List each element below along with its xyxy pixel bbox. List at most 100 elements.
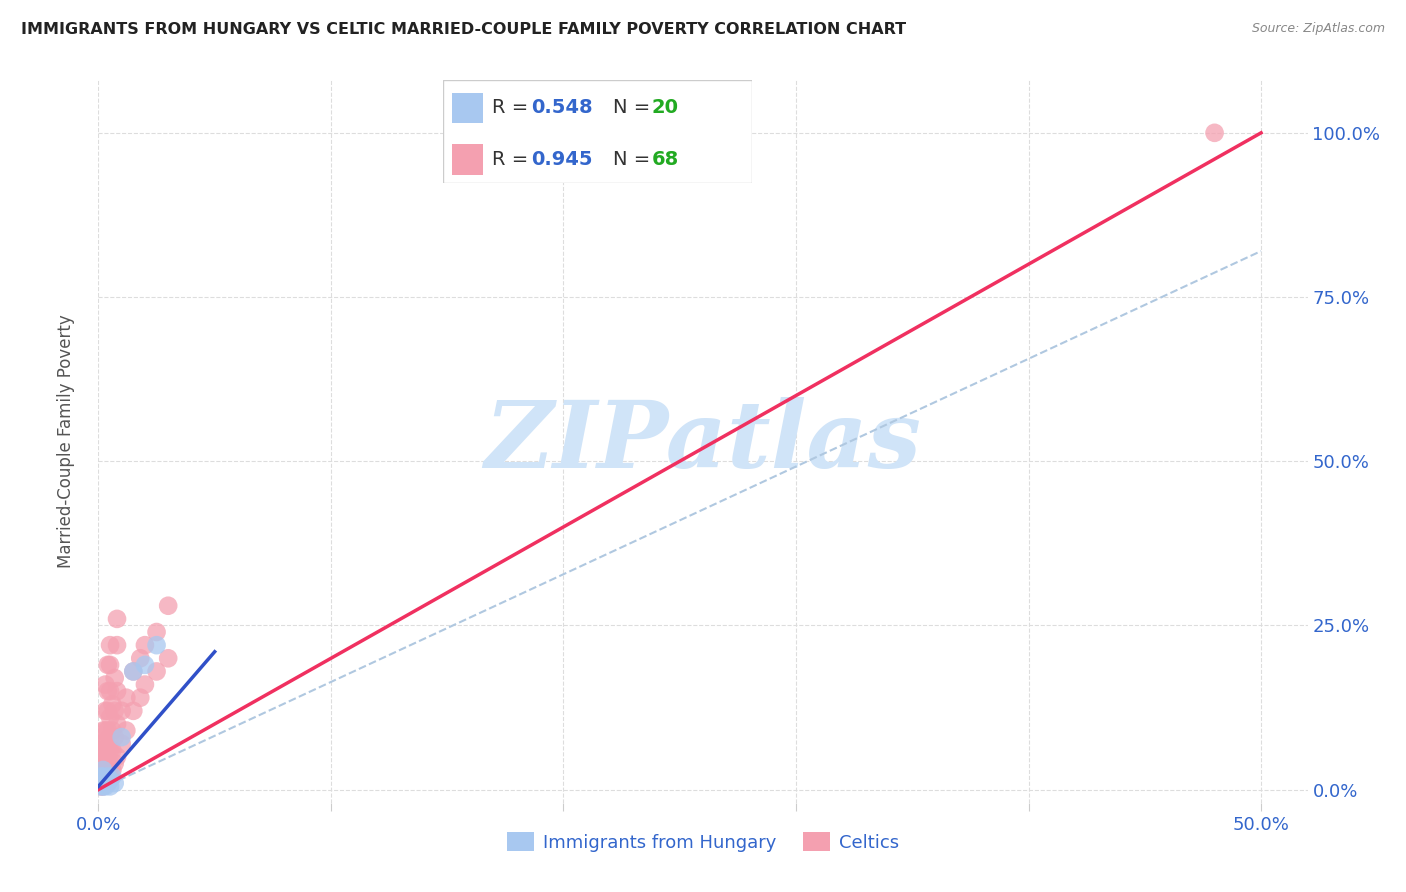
Point bbox=[91, 780, 114, 794]
Point bbox=[91, 763, 114, 777]
Y-axis label: Married-Couple Family Poverty: Married-Couple Family Poverty bbox=[56, 315, 75, 568]
Point bbox=[111, 737, 134, 751]
Point bbox=[90, 737, 112, 751]
FancyBboxPatch shape bbox=[443, 80, 752, 183]
Point bbox=[98, 780, 121, 794]
Text: N =: N = bbox=[613, 98, 657, 118]
Point bbox=[145, 638, 167, 652]
Point bbox=[134, 638, 156, 652]
Text: R =: R = bbox=[492, 150, 534, 169]
Text: ZIPatlas: ZIPatlas bbox=[485, 397, 921, 486]
Point bbox=[98, 730, 121, 744]
Point bbox=[97, 704, 120, 718]
Point bbox=[97, 776, 120, 790]
Point bbox=[101, 770, 124, 784]
Point bbox=[104, 671, 127, 685]
Point bbox=[104, 756, 127, 771]
Text: R =: R = bbox=[492, 98, 534, 118]
Point bbox=[94, 723, 117, 738]
Point bbox=[91, 756, 114, 771]
Point bbox=[90, 743, 112, 757]
Point bbox=[94, 704, 117, 718]
Point bbox=[90, 756, 112, 771]
Point bbox=[94, 763, 117, 777]
Point bbox=[105, 749, 128, 764]
Point bbox=[97, 657, 120, 672]
Point bbox=[94, 772, 117, 787]
Point bbox=[94, 776, 117, 790]
Point bbox=[111, 704, 134, 718]
Point bbox=[91, 763, 114, 777]
Point bbox=[97, 756, 120, 771]
Point bbox=[98, 756, 121, 771]
Point bbox=[101, 723, 124, 738]
Text: 0.548: 0.548 bbox=[531, 98, 593, 118]
Point bbox=[94, 770, 117, 784]
Point bbox=[98, 772, 121, 787]
Point bbox=[134, 657, 156, 672]
Point bbox=[90, 780, 112, 794]
Text: 68: 68 bbox=[652, 150, 679, 169]
Point bbox=[97, 770, 120, 784]
Point bbox=[97, 723, 120, 738]
Point bbox=[97, 684, 120, 698]
Point bbox=[90, 763, 112, 777]
Point bbox=[98, 770, 121, 784]
Point bbox=[91, 776, 114, 790]
Point bbox=[157, 599, 180, 613]
Point bbox=[105, 638, 128, 652]
Point bbox=[91, 723, 114, 738]
FancyBboxPatch shape bbox=[453, 93, 484, 123]
Point bbox=[111, 730, 134, 744]
Point bbox=[98, 657, 121, 672]
Point bbox=[105, 684, 128, 698]
Point bbox=[101, 698, 124, 712]
Point bbox=[98, 638, 121, 652]
Point bbox=[94, 749, 117, 764]
Point bbox=[122, 665, 145, 679]
Point bbox=[98, 710, 121, 724]
Text: Source: ZipAtlas.com: Source: ZipAtlas.com bbox=[1251, 22, 1385, 36]
FancyBboxPatch shape bbox=[453, 144, 484, 175]
Point bbox=[105, 717, 128, 731]
Point bbox=[104, 730, 127, 744]
Point bbox=[90, 749, 112, 764]
Point bbox=[104, 776, 127, 790]
Point bbox=[122, 704, 145, 718]
Point bbox=[94, 780, 117, 794]
Point bbox=[101, 763, 124, 777]
Point bbox=[94, 737, 117, 751]
Point bbox=[91, 780, 114, 794]
Point bbox=[94, 776, 117, 790]
Point bbox=[157, 651, 180, 665]
Legend: Immigrants from Hungary, Celtics: Immigrants from Hungary, Celtics bbox=[499, 825, 907, 859]
Point bbox=[115, 690, 138, 705]
Point bbox=[129, 651, 152, 665]
Point bbox=[91, 737, 114, 751]
Point bbox=[98, 684, 121, 698]
Point bbox=[97, 770, 120, 784]
Point bbox=[104, 704, 127, 718]
Text: IMMIGRANTS FROM HUNGARY VS CELTIC MARRIED-COUPLE FAMILY POVERTY CORRELATION CHAR: IMMIGRANTS FROM HUNGARY VS CELTIC MARRIE… bbox=[21, 22, 907, 37]
Point bbox=[90, 770, 112, 784]
Point bbox=[134, 677, 156, 691]
Point bbox=[1204, 126, 1226, 140]
Point bbox=[90, 780, 112, 794]
Point bbox=[122, 665, 145, 679]
Point bbox=[90, 770, 112, 784]
Point bbox=[90, 776, 112, 790]
Text: 20: 20 bbox=[652, 98, 679, 118]
Point bbox=[97, 743, 120, 757]
Point bbox=[91, 776, 114, 790]
Point bbox=[145, 625, 167, 640]
Point bbox=[90, 776, 112, 790]
Point bbox=[145, 665, 167, 679]
Point bbox=[91, 770, 114, 784]
Point bbox=[91, 749, 114, 764]
Point bbox=[105, 612, 128, 626]
Point bbox=[94, 677, 117, 691]
Point bbox=[98, 743, 121, 757]
Point bbox=[97, 776, 120, 790]
Text: N =: N = bbox=[613, 150, 657, 169]
Point bbox=[101, 743, 124, 757]
